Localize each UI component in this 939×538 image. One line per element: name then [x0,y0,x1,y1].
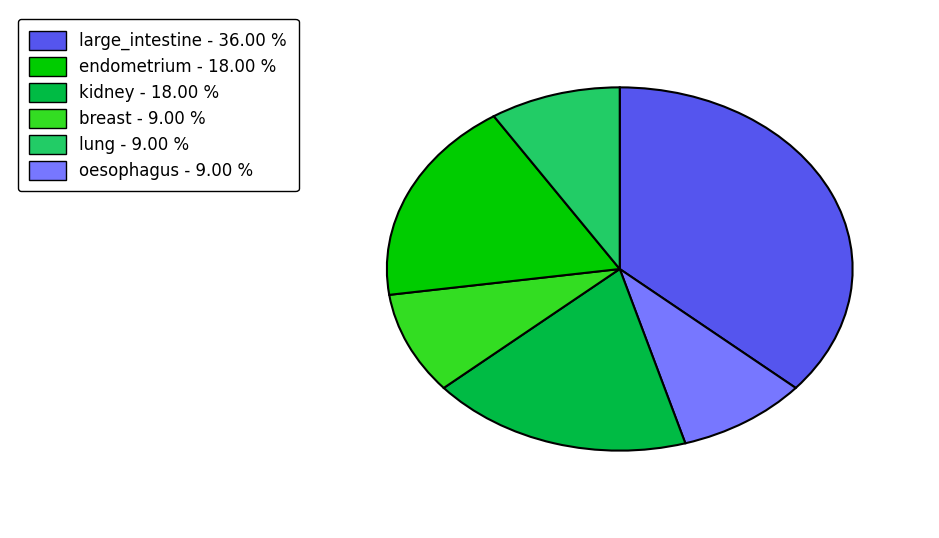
Wedge shape [494,87,620,269]
Wedge shape [387,116,620,295]
Wedge shape [444,269,685,451]
Wedge shape [620,87,853,388]
Wedge shape [620,269,795,443]
Wedge shape [390,269,620,388]
Legend: large_intestine - 36.00 %, endometrium - 18.00 %, kidney - 18.00 %, breast - 9.0: large_intestine - 36.00 %, endometrium -… [18,19,299,192]
